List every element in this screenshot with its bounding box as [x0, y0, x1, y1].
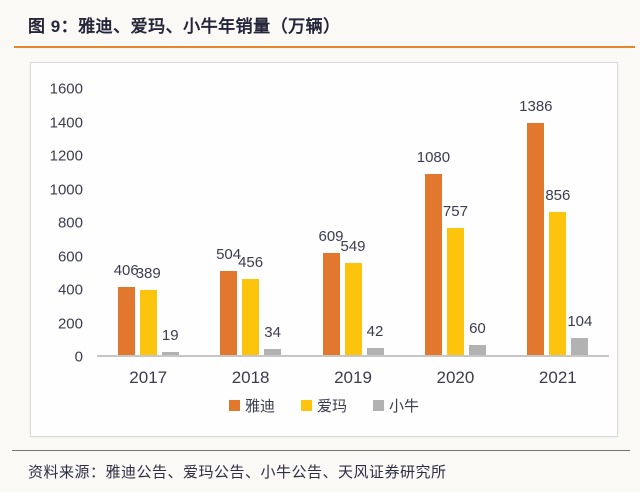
- bar-yadea-2018: [220, 270, 238, 355]
- y-tick-label: 1400: [49, 114, 83, 131]
- bar-col-aima-2018: 456: [238, 255, 263, 355]
- bar-col-niu-2020: 60: [468, 321, 486, 355]
- bar-col-yadea-2019: 609: [319, 229, 344, 355]
- x-tick-label-2020: 2020: [436, 368, 475, 387]
- bar-col-niu-2019: 42: [366, 324, 384, 355]
- legend-swatch-icon: [228, 400, 240, 411]
- plot-area: 406 389 19 504 456 34 609 549 42 1080 757 60 1386 856…: [97, 89, 609, 357]
- y-tick-label: 400: [57, 281, 83, 299]
- x-tick-label-2021: 2021: [538, 368, 577, 387]
- source-divider-rule: [12, 450, 630, 451]
- y-tick-label: 0: [74, 348, 83, 366]
- bar-value-label: 42: [366, 322, 384, 340]
- y-tick-label: 1000: [49, 181, 83, 198]
- source-note: 资料来源：雅迪公告、爱玛公告、小牛公告、天风证券研究所: [28, 464, 447, 481]
- bar-group-2021: 1386 856 104: [507, 89, 609, 355]
- y-tick-label: 1600: [49, 80, 83, 98]
- bar-col-aima-2021: 856: [545, 188, 570, 355]
- bar-col-yadea-2017: 406: [114, 263, 139, 355]
- legend-item-aima: 爱玛: [300, 395, 347, 416]
- bar-value-label: 856: [545, 186, 571, 204]
- bar-yadea-2020: [424, 174, 442, 355]
- legend-item-niu: 小牛: [373, 395, 419, 416]
- bar-value-label: 549: [340, 238, 366, 256]
- bar-value-label: 456: [238, 253, 264, 271]
- x-tick-label-2017: 2017: [129, 368, 168, 387]
- bar-col-yadea-2021: 1386: [519, 99, 553, 355]
- bar-col-yadea-2020: 1080: [417, 150, 450, 355]
- bar-aima-2020: [446, 228, 464, 355]
- legend-label: 小牛: [389, 398, 420, 415]
- bar-aima-2021: [549, 211, 567, 355]
- title-underline-rule: [14, 46, 635, 48]
- bar-aima-2018: [242, 278, 260, 355]
- legend-label: 爱玛: [316, 398, 347, 415]
- bar-niu-2021: [571, 337, 589, 355]
- y-axis: 0 200 400 600 800 1000 1200 1400 1600: [31, 63, 91, 436]
- bar-col-niu-2021: 104: [567, 314, 592, 355]
- bar-yadea-2017: [117, 287, 135, 355]
- legend-label: 雅迪: [244, 398, 275, 415]
- legend-item-yadea: 雅迪: [228, 395, 275, 416]
- figure-title: 图 9：雅迪、爱玛、小牛年销量（万辆）: [28, 17, 341, 36]
- bar-col-aima-2017: 389: [136, 266, 161, 355]
- x-axis: 2017 2018 2019 2020 2021: [97, 368, 609, 388]
- bar-col-aima-2020: 757: [443, 204, 468, 355]
- bar-group-2017: 406 389 19: [97, 89, 199, 355]
- bar-col-niu-2018: 34: [264, 325, 282, 355]
- y-tick-label: 800: [57, 214, 83, 232]
- y-tick-label: 1200: [49, 147, 83, 165]
- x-tick-label-2018: 2018: [231, 368, 270, 387]
- bar-yadea-2019: [322, 253, 340, 355]
- bar-value-label: 19: [161, 326, 179, 344]
- y-tick-label: 600: [57, 248, 83, 265]
- chart-legend: 雅迪 爱玛 小牛: [31, 395, 617, 416]
- bar-value-label: 1080: [416, 149, 451, 167]
- bar-group-2020: 1080 757 60: [404, 89, 506, 355]
- bar-yadea-2021: [527, 122, 545, 355]
- bar-value-label: 406: [113, 262, 139, 279]
- bar-niu-2017: [161, 351, 179, 355]
- y-tick-label: 200: [57, 315, 83, 332]
- bar-col-yadea-2018: 504: [216, 247, 241, 355]
- bar-value-label: 1386: [519, 97, 553, 115]
- bar-value-label: 34: [264, 324, 281, 342]
- bar-value-label: 104: [567, 312, 593, 330]
- bar-value-label: 757: [442, 203, 468, 221]
- chart-panel: 0 200 400 600 800 1000 1200 1400 1600 406 389 19 50…: [30, 62, 618, 437]
- x-tick-label-2019: 2019: [334, 368, 372, 387]
- bar-value-label: 389: [135, 264, 161, 282]
- bar-niu-2018: [264, 349, 282, 355]
- legend-swatch-icon: [373, 400, 384, 411]
- bar-col-aima-2019: 549: [341, 239, 366, 355]
- bar-col-niu-2017: 19: [161, 328, 179, 355]
- bar-aima-2019: [344, 263, 362, 355]
- bar-value-label: 609: [318, 228, 344, 245]
- bar-group-2019: 609 549 42: [302, 89, 404, 355]
- bar-aima-2017: [139, 289, 157, 355]
- legend-swatch-icon: [300, 400, 312, 411]
- bar-group-2018: 504 456 34: [199, 89, 301, 355]
- bar-niu-2019: [366, 347, 384, 355]
- bar-value-label: 60: [469, 319, 486, 337]
- bar-value-label: 504: [216, 245, 242, 263]
- bar-niu-2020: [468, 344, 486, 355]
